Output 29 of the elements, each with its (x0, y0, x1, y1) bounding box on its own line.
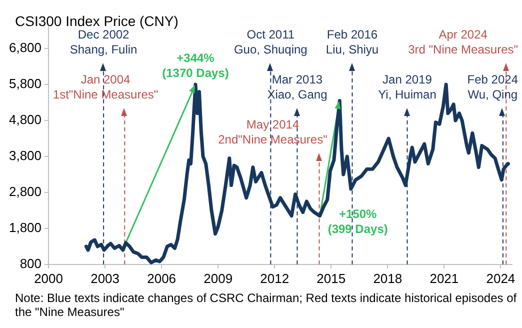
x-tick-label: 2009 (204, 270, 233, 286)
text: Note: Blue texts indicate changes of CSRC Chairman; Red texts indicate historical episodes of the "Nine Measures" (15, 291, 518, 319)
ref-line-label: Mar 2013 Xiao, Gang (267, 72, 328, 102)
ref-line-label: Apr 2024 3rd "Nine Measures" (408, 27, 518, 56)
annotation: +344% (1370 Days) (162, 50, 229, 80)
ref-line-label: Feb 2016 Liu, Shiyu (326, 27, 379, 56)
ref-line-label: Jan 2004 1st"Nine Measures" (52, 72, 158, 102)
ref-line-label: Feb 2024 Wu, Qing (467, 72, 518, 102)
y-tick-label: 800 (20, 256, 42, 271)
annotation: +150% (399 Days) (328, 207, 388, 236)
y-tick-label: 6,800 (8, 40, 42, 56)
ref-line-label: May 2014 2nd"Nine Measures" (218, 117, 328, 146)
y-tick-label: 2,800 (8, 184, 42, 200)
x-tick-label: 2021 (430, 270, 459, 286)
ref-line-label: Dec 2002 Shang, Fulin (70, 27, 138, 56)
y-tick-label: 4,800 (8, 112, 42, 128)
x-tick-label: 2015 (316, 270, 346, 286)
y-tick-label: 3,800 (8, 148, 42, 164)
y-tick-label: 1,800 (8, 220, 42, 236)
x-tick-label: 2012 (260, 270, 290, 286)
x-tick-label: 2000 (34, 270, 63, 286)
ref-line-label: Oct 2011 Guo, Shuqing (234, 27, 308, 56)
chart-title: CSI300 Index Price (CNY) (15, 12, 178, 29)
x-tick-label: 2018 (373, 270, 402, 286)
x-tick-label: 2024 (486, 270, 516, 286)
ref-line-label: Jan 2019 Yi, Huiman (378, 72, 436, 102)
x-tick-label: 2006 (147, 270, 176, 286)
y-tick-label: 5,800 (8, 76, 42, 92)
x-tick-label: 2003 (90, 270, 120, 286)
